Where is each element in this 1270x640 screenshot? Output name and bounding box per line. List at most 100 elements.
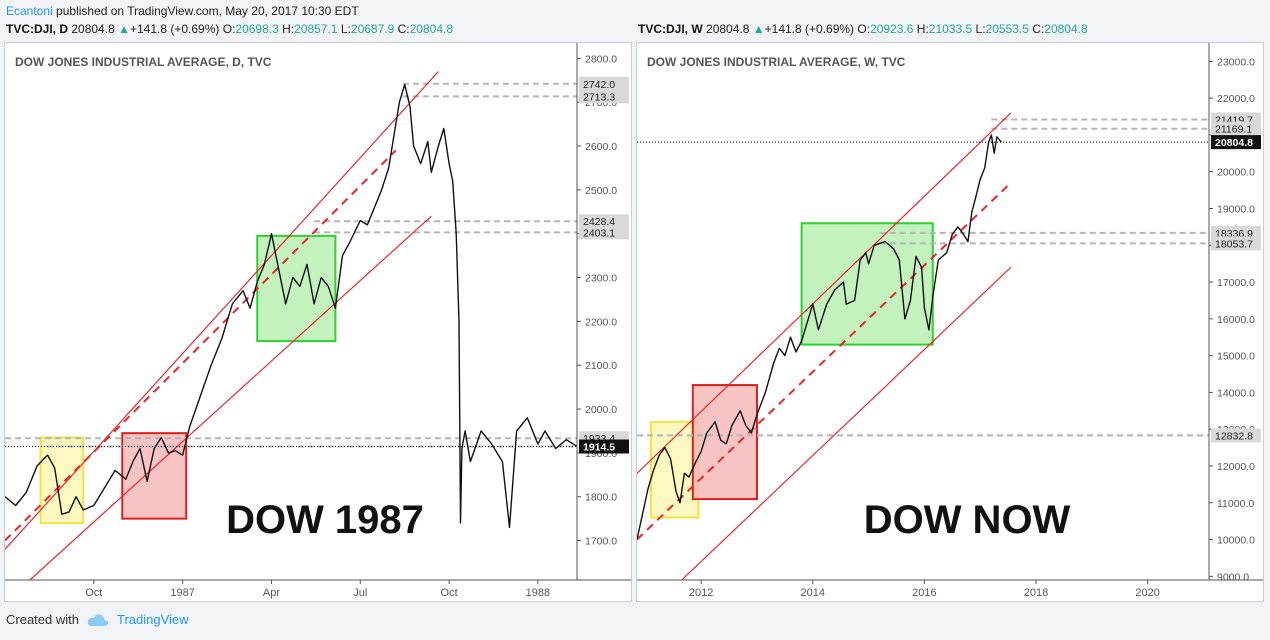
left-high: 20857.1: [294, 22, 338, 36]
channel-line: [5, 71, 439, 550]
o-label: O:: [222, 22, 236, 36]
level-label-bg: [1211, 428, 1261, 443]
y-tick-label: 9000.0: [1217, 571, 1249, 583]
level-label-bg: [1211, 236, 1261, 251]
y-tick-label: 2200.0: [585, 316, 617, 328]
level-label-bg: [1211, 121, 1261, 136]
left-ohlc-line: TVC:DJI, D 20804.8 ▲+141.8 (+0.69%) O:20…: [6, 22, 453, 36]
chart-panel-now[interactable]: 9000.010000.011000.012000.013000.014000.…: [636, 42, 1264, 602]
author-link[interactable]: Ecantoni: [6, 4, 53, 18]
right-close: 20804.8: [1044, 22, 1088, 36]
level-label-bg: [1211, 135, 1261, 150]
level-price-label: 12832.8: [1215, 430, 1253, 442]
chart-annotation: DOW 1987: [226, 498, 424, 542]
y-tick-label: 2600.0: [585, 141, 617, 153]
left-last: 20804.8: [71, 22, 115, 36]
level-price-label: 2428.4: [583, 216, 615, 228]
footer: Created with TradingView: [6, 612, 189, 627]
h-label: H:: [282, 22, 295, 36]
x-tick-label: Apr: [263, 587, 280, 599]
y-tick-label: 17000.0: [1217, 277, 1255, 289]
published-text: published on TradingView.com, May 20, 20…: [56, 4, 359, 18]
up-arrow-icon: ▲: [752, 22, 765, 36]
green-box: [256, 234, 337, 343]
x-tick-label: 2014: [801, 587, 825, 599]
y-tick-label: 2000.0: [585, 404, 617, 416]
y-tick-label: 19000.0: [1217, 204, 1255, 216]
left-change: +141.8 (+0.69%): [129, 22, 220, 36]
channel-midline: [637, 182, 1012, 541]
l-label: L:: [340, 22, 351, 36]
x-tick-label: Oct: [85, 587, 102, 599]
y-tick-label: 16000.0: [1217, 314, 1255, 326]
channel-line: [681, 266, 1012, 580]
x-tick-label: 2012: [689, 587, 713, 599]
yellow-box: [39, 436, 85, 525]
y-tick-label: 12000.0: [1217, 461, 1255, 473]
level-label-bg: [579, 214, 629, 229]
left-open: 20698.3: [235, 22, 279, 36]
chart-annotation: DOW NOW: [864, 498, 1071, 542]
right-last: 20804.8: [706, 22, 750, 36]
left-low: 20687.9: [350, 22, 395, 36]
y-tick-label: 22000.0: [1217, 93, 1255, 105]
right-change: +141.8 (+0.69%): [764, 22, 855, 36]
red-box: [691, 384, 758, 501]
price-series-line: [5, 83, 577, 529]
chart-title: DOW JONES INDUSTRIAL AVERAGE, D, TVC: [15, 55, 272, 69]
level-price-label: 18053.7: [1215, 238, 1253, 250]
cloud-logo-icon: [87, 613, 109, 626]
right-ohlc-line: TVC:DJI, W 20804.8 ▲+141.8 (+0.69%) O:20…: [638, 22, 1088, 36]
x-tick-label: 2018: [1024, 587, 1048, 599]
h-label: H:: [916, 22, 929, 36]
publish-line: Ecantoni published on TradingView.com, M…: [6, 4, 359, 18]
left-close: 20804.8: [409, 22, 454, 36]
x-tick-label: 1987: [170, 587, 194, 599]
x-tick-label: 1988: [526, 587, 550, 599]
y-tick-label: 1700.0: [585, 536, 617, 548]
level-price-label: 2742.0: [583, 79, 615, 91]
y-tick-label: 2100.0: [585, 360, 617, 372]
y-tick-label: 20000.0: [1217, 167, 1255, 179]
plot-area: [5, 71, 577, 580]
level-price-label: 20804.8: [1215, 137, 1253, 149]
l-label: L:: [975, 22, 986, 36]
chart-panel-1987[interactable]: 1700.0 1800.0 1900.0 2000.0 2100.0 2200.0 2300…: [4, 42, 632, 602]
chart-1987-svg[interactable]: 1700.01800.01900.02000.02100.02200.02300…: [5, 43, 631, 601]
level-label-bg: [579, 439, 629, 454]
level-label-bg: [579, 89, 629, 104]
y-tick-label: 2800.0: [585, 53, 617, 65]
plot-area: [637, 112, 1209, 580]
price-series-line: [637, 134, 1002, 540]
tradingview-brand-link[interactable]: TradingView: [116, 612, 189, 627]
y-tick-label: 2300.0: [585, 273, 617, 285]
up-arrow-icon: ▲: [118, 22, 130, 36]
y-tick-label: 11000.0: [1217, 498, 1254, 510]
level-label-bg: [579, 76, 629, 91]
level-price-label: 1914.5: [583, 442, 615, 454]
right-high: 21033.5: [928, 22, 973, 36]
x-tick-label: Jul: [353, 587, 367, 599]
x-tick-label: 2020: [1135, 587, 1159, 599]
o-label: O:: [857, 22, 871, 36]
level-price-label: 2713.3: [583, 91, 615, 103]
right-low: 20553.5: [985, 22, 1029, 36]
y-tick-label: 23000.0: [1217, 56, 1255, 68]
channel-line: [637, 112, 1012, 474]
chart-now-svg[interactable]: 9000.010000.011000.012000.013000.014000.…: [637, 43, 1263, 601]
c-label: C:: [1032, 22, 1045, 36]
y-tick-label: 10000.0: [1217, 535, 1255, 547]
y-tick-label: 14000.0: [1217, 387, 1255, 399]
right-symbol: TVC:DJI, W: [638, 22, 703, 36]
right-open: 20923.6: [870, 22, 914, 36]
level-label-bg: [579, 225, 629, 240]
chart-title: DOW JONES INDUSTRIAL AVERAGE, W, TVC: [647, 55, 906, 69]
left-symbol: TVC:DJI, D: [6, 22, 69, 36]
created-with-text: Created with: [6, 612, 79, 627]
y-tick-label: 2500.0: [585, 185, 617, 197]
c-label: C:: [397, 22, 410, 36]
level-price-label: 2403.1: [583, 227, 615, 239]
x-tick-label: Oct: [441, 587, 458, 599]
y-tick-label: 1800.0: [585, 492, 617, 504]
y-tick-label: 15000.0: [1217, 351, 1255, 363]
